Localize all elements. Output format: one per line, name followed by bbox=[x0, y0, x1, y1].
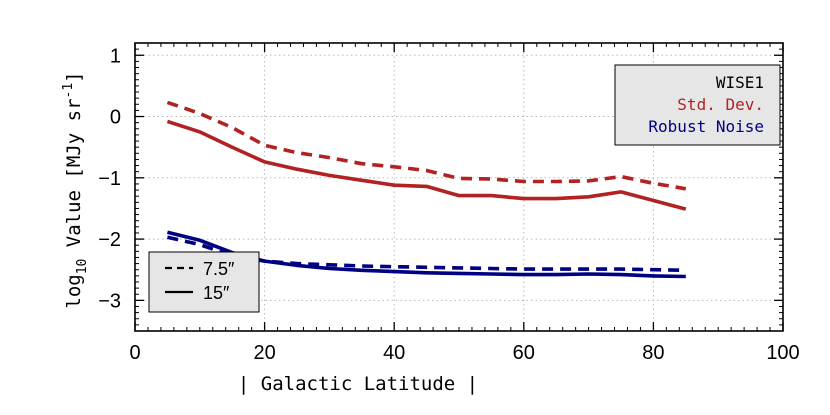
axis-ticks bbox=[134, 42, 784, 332]
x-tick-label: 40 bbox=[383, 342, 405, 364]
band-legend-box bbox=[614, 64, 781, 146]
x-tick-label: 80 bbox=[642, 342, 664, 364]
band-legend-entry-robust-noise: Robust Noise bbox=[648, 117, 764, 136]
x-tick-label: 0 bbox=[129, 342, 140, 364]
band-legend: WISE1 Std. Dev. Robust Noise bbox=[614, 64, 781, 146]
y-axis-title: log10 Value [MJy sr-1] bbox=[61, 71, 90, 308]
series-line-std-dev-dashed bbox=[166, 100, 687, 191]
band-legend-title: WISE1 bbox=[716, 73, 764, 92]
y-tick-label: −1 bbox=[98, 168, 121, 190]
y-axis-title-sup: -1 bbox=[61, 83, 76, 99]
band-legend-entry-std-dev: Std. Dev. bbox=[677, 95, 764, 114]
x-tick-label: 20 bbox=[253, 342, 275, 364]
x-tick-label: 100 bbox=[766, 342, 799, 364]
resolution-legend-label-7-5: 7.5″ bbox=[203, 259, 235, 279]
y-axis-title-main: Value [MJy sr bbox=[63, 98, 85, 258]
y-tick-label: −2 bbox=[98, 229, 121, 251]
resolution-legend-box bbox=[148, 251, 260, 313]
tick-labels: 0 20 40 60 80 100 1 0 −1 −2 −3 bbox=[98, 45, 800, 364]
y-axis-title-sub: 10 bbox=[75, 259, 90, 275]
series-line-robust-noise-dashed bbox=[166, 235, 686, 273]
y-axis-title-log: log bbox=[63, 274, 85, 308]
y-tick-label: 1 bbox=[110, 45, 121, 67]
resolution-legend: 7.5″ 15″ bbox=[148, 251, 260, 313]
series-lines bbox=[166, 100, 687, 279]
x-tick-label: 60 bbox=[513, 342, 535, 364]
y-axis-title-end: ] bbox=[63, 71, 85, 82]
resolution-legend-label-15: 15″ bbox=[203, 283, 230, 303]
x-axis-title: | Galactic Latitude | bbox=[238, 373, 478, 395]
y-tick-label: 0 bbox=[110, 107, 121, 129]
y-tick-label: −3 bbox=[98, 290, 121, 312]
series-line-std-dev-solid bbox=[166, 119, 687, 211]
